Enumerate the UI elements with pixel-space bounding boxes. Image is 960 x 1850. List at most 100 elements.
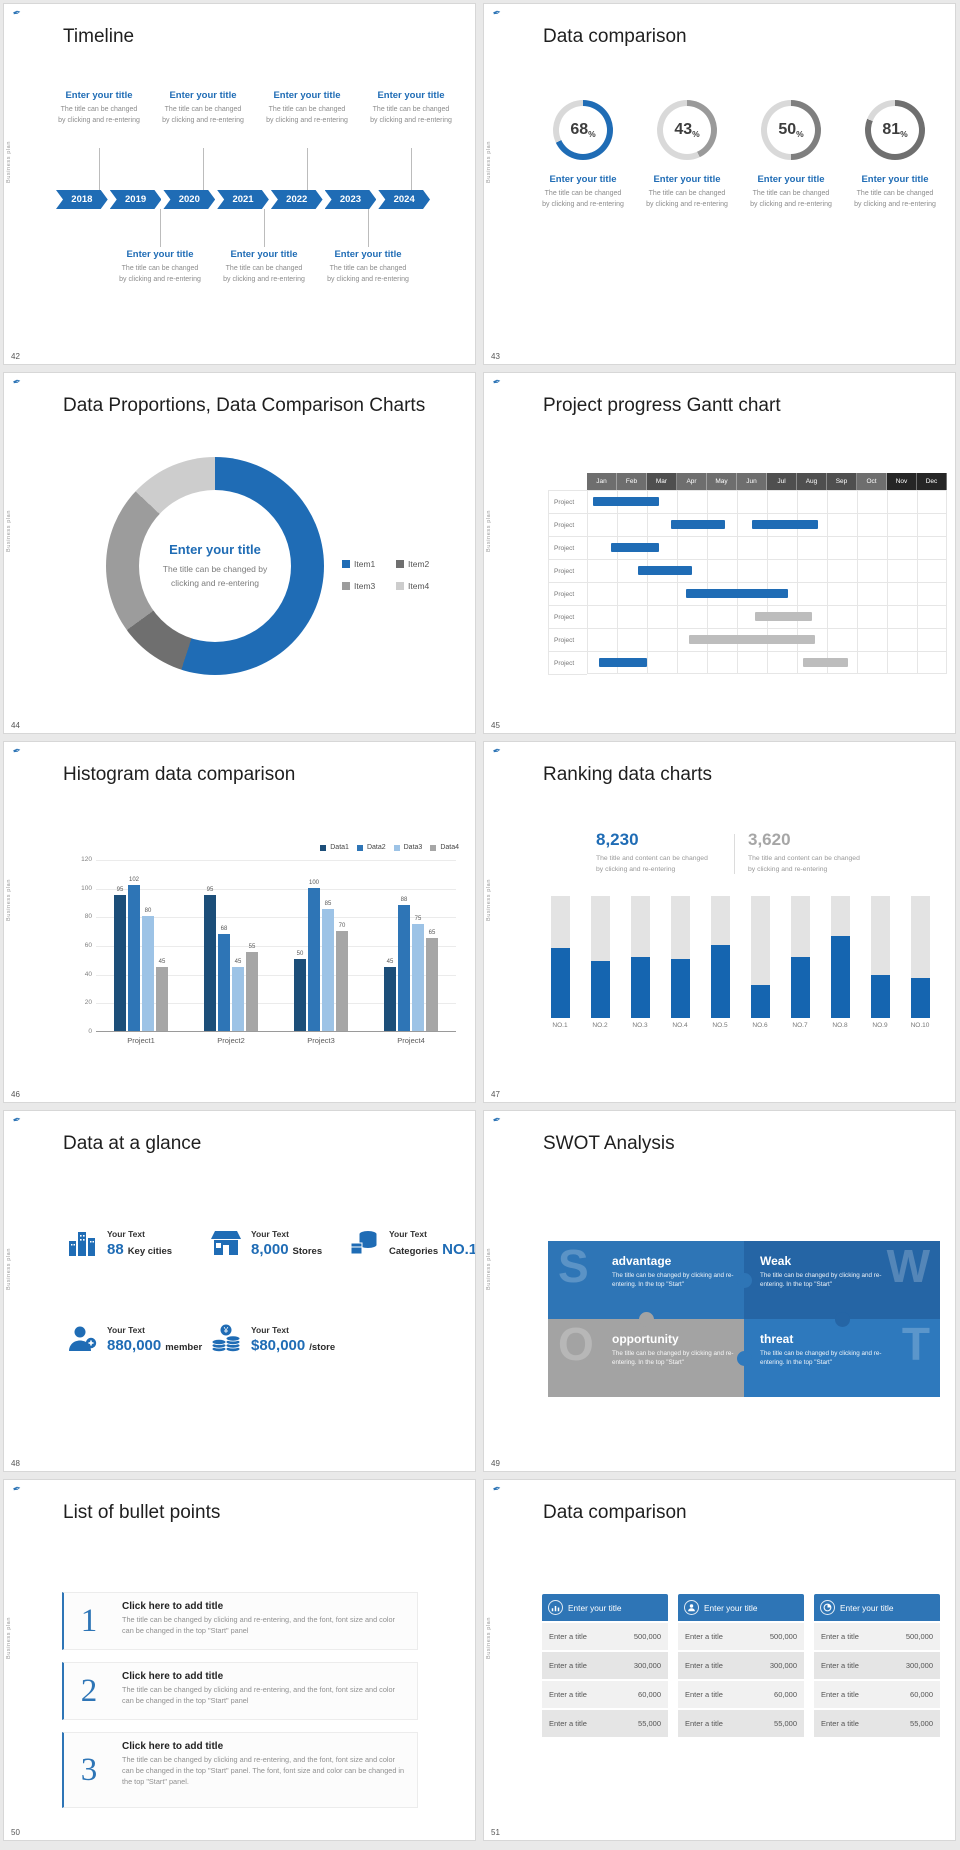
quill-logo-icon: ✒ [491,376,503,389]
histogram-legend: Data1 Data2 Data3 Data4 [320,844,459,851]
slide-thumbnail-42[interactable]: ✒ Business plan Timeline 42 Enter your t… [4,4,475,364]
quill-logo-icon: ✒ [11,745,23,758]
histogram-bar-group: 50 100 85 70 [276,880,366,1031]
slide-thumbnail-43[interactable]: ✒ Business plan Data comparison 43 68% E… [484,4,955,364]
legend-item: Item4 [396,581,450,591]
slide-thumbnail-49[interactable]: ✒ Business plan SWOT Analysis 49 S advan… [484,1111,955,1471]
histogram-bar: 50 [294,951,306,1031]
entry-title: Enter your title [653,174,721,185]
stat-item-categories: Your Text Categories NO.1 [348,1227,475,1259]
legend-swatch [320,844,327,851]
entry-text: The title can be changed by clicking and … [58,106,140,124]
y-axis-tick-label: 100 [81,884,92,892]
y-axis-tick-label: 60 [84,942,92,949]
bullet-heading: Click here to add title [122,1741,224,1752]
slide-thumbnail-51[interactable]: ✒ Business plan Data comparison 51 Enter… [484,1480,955,1840]
bar-value-label: 88 [400,896,408,903]
legend-swatch [430,844,437,851]
histogram-gridline [96,946,456,947]
slide-thumbnail-44[interactable]: ✒ Business plan Data Proportions, Data C… [4,373,475,733]
ranking-bar-slot: NO.9 [860,896,900,1029]
divider [734,834,735,874]
histogram-bar: 85 [322,901,334,1031]
timeline-year-chevron: 2019 [110,190,162,209]
entry-text: The title can be changed by clicking and … [327,265,409,283]
slide-title: Ranking data charts [543,764,712,785]
bar-value-label: 95 [206,886,214,893]
entry-title: Enter your title [377,90,445,101]
gantt-bar [638,566,692,575]
data-table-1: Enter your title Enter a title 500,000 En… [542,1594,668,1737]
ranking-bar-fill [870,975,890,1018]
swot-piece-weak: W Weak The title can be changed by clicki… [744,1241,940,1319]
table-row: Enter a title 55,000 [678,1710,804,1737]
swot-heading: opportunity [612,1332,679,1346]
business-plan-vertical-label: Business plan [486,1616,492,1659]
slide-thumbnail-45[interactable]: ✒ Business plan Project progress Gantt c… [484,373,955,733]
slide-thumbnail-48[interactable]: ✒ Business plan Data at a glance 48 Your… [4,1111,475,1471]
connector-line [307,148,308,190]
ranking-bar-track [870,896,890,1018]
histogram-bar: 95 [204,887,216,1031]
slide-thumbnail-50[interactable]: ✒ Business plan List of bullet points 50… [4,1480,475,1840]
ring-stat-column: 68% Enter your title The title can be ch… [536,100,630,210]
bar-value-label: 50 [296,951,304,958]
histogram-gridline [96,1003,456,1005]
legend-item: Data1 [320,844,349,851]
puzzle-tab [737,1273,752,1288]
swot-piece-advantage: S advantage The title can be changed by c… [548,1241,744,1319]
bullet-body: The title can be changed by clicking and… [122,1685,395,1705]
stat-caption: The title and content can be changed by c… [748,855,860,873]
timeline-entry-top: Enter your title The title can be change… [49,90,149,126]
gantt-grid [587,490,947,674]
quill-logo-icon: ✒ [491,1114,503,1127]
data-table-3: Enter your title Enter a title 500,000 En… [814,1594,940,1737]
bullet-row-3: 3 Click here to add title The title can … [62,1732,418,1808]
connector-line [99,148,100,190]
timeline-entry-bottom: Enter your title The title can be change… [110,249,210,285]
ranking-bar-fill [550,948,570,1018]
bullet-heading: Click here to add title [122,1601,224,1612]
gantt-month-cell: Feb [617,473,647,490]
bullet-number: 2 [80,1672,98,1709]
gantt-row-label: Project [549,491,587,514]
bullet-body: The title can be changed by clicking and… [122,1615,395,1635]
bullet-number: 1 [80,1602,98,1639]
slide-thumbnail-47[interactable]: ✒ Business plan Ranking data charts 47 8… [484,742,955,1102]
ranking-bar-track [630,896,650,1018]
gantt-bar [755,612,812,621]
slide-title: Project progress Gantt chart [543,395,781,416]
ring-chart: 43% [657,100,717,160]
slide-title: Data comparison [543,1502,687,1523]
entry-title: Enter your title [126,249,194,260]
table-header: Enter your title [678,1594,804,1621]
stat-big-value: 8,000 [251,1240,289,1258]
ranking-bar-slot: NO.10 [900,896,940,1029]
gantt-month-cell: Aug [797,473,827,490]
slide-number: 46 [11,1090,20,1099]
table-title: Enter your title [840,1602,894,1613]
quill-logo-icon: ✒ [11,7,23,20]
legend-swatch [396,560,404,568]
slide-thumbnail-46[interactable]: ✒ Business plan Histogram data compariso… [4,742,475,1102]
histogram-bar: 55 [246,944,258,1031]
ranking-bar-slot: NO.6 [740,896,780,1029]
histogram-bar: 65 [426,930,438,1031]
ranking-bar-slot: NO.2 [580,896,620,1029]
entry-text: The title can be changed by clicking and … [750,190,832,208]
histogram-bar: 70 [336,923,348,1031]
swot-letter: O [558,1319,594,1370]
gantt-row-label: Project [549,629,587,652]
business-plan-vertical-label: Business plan [6,140,12,183]
stat-small-label: Key cities [127,1245,173,1257]
entry-title: Enter your title [169,90,237,101]
bar-value-label: 45 [386,958,394,965]
store-icon [210,1227,242,1259]
histogram-gridline [96,888,456,890]
business-plan-vertical-label: Business plan [6,1247,12,1290]
swot-text: The title can be changed by clicking and… [612,1272,734,1289]
table-row: Enter a title 300,000 [814,1652,940,1679]
timeline-year-chevron: 2024 [378,190,430,209]
gantt-bar [599,658,647,667]
data-table-2: Enter your title Enter a title 500,000 En… [678,1594,804,1737]
